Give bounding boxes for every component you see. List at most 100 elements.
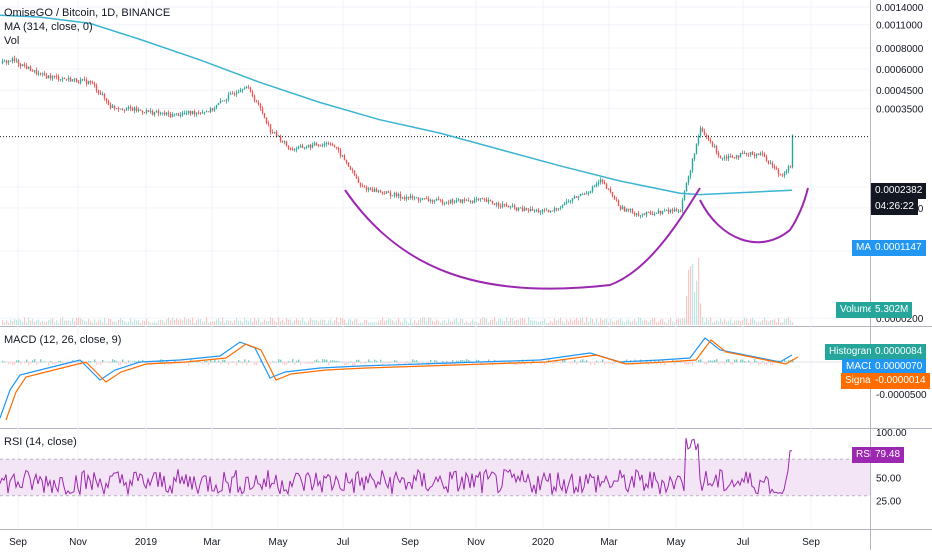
volume-bar: [90, 321, 92, 325]
volume-bar: [756, 322, 758, 325]
volume-bar: [228, 320, 230, 325]
volume-bar: [194, 322, 196, 325]
macd-histogram-bar: [292, 359, 294, 363]
macd-histogram-bar: [304, 362, 306, 363]
candle-body: [629, 209, 632, 211]
candle-body: [555, 208, 558, 210]
candle-body: [763, 153, 766, 157]
ma-value-badge: 0.0001147: [871, 240, 926, 256]
symbol-legend[interactable]: OmiseGO / Bitcoin, 1D, BINANCE: [4, 7, 171, 19]
volume-bar: [694, 292, 696, 325]
candle-body: [741, 153, 744, 154]
candle-body: [155, 111, 158, 113]
macd-legend[interactable]: MACD (12, 26, close, 9): [4, 334, 122, 346]
macd-histogram-bar: [358, 359, 360, 363]
volume-bar: [202, 321, 204, 325]
volume-bar: [458, 322, 460, 325]
macd-histogram-bar: [128, 360, 130, 363]
macd-histogram-bar: [62, 362, 64, 366]
candle-body: [737, 155, 740, 158]
macd-histogram-bar: [436, 360, 438, 363]
candle-body: [331, 144, 334, 146]
macd-histogram-bar: [360, 362, 362, 364]
candle-body: [201, 112, 204, 114]
volume-bar: [408, 322, 410, 325]
volume-value-badge: 5.302M: [871, 302, 913, 318]
volume-bar: [502, 320, 504, 325]
candle-body: [217, 103, 220, 105]
macd-histogram-bar: [786, 361, 788, 363]
candle-body: [159, 113, 162, 114]
vol-legend[interactable]: Vol: [4, 35, 20, 47]
macd-histogram-bar: [748, 360, 750, 363]
candle-body: [149, 110, 152, 112]
volume-bar: [592, 319, 594, 325]
signal-line: [5, 339, 799, 421]
candle-body: [407, 196, 410, 199]
candle-body: [757, 153, 760, 155]
candle-body: [9, 60, 12, 62]
candle-body: [563, 203, 566, 206]
candle-body: [499, 206, 502, 207]
volume-bar: [474, 321, 476, 325]
macd-histogram-bar: [118, 362, 120, 366]
macd-line: [0, 337, 793, 419]
macd-histogram-bar: [74, 362, 76, 364]
macd-histogram-bar: [258, 362, 260, 363]
candle-body: [101, 93, 104, 95]
macd-histogram-bar: [184, 362, 186, 364]
candle-body: [647, 211, 650, 213]
macd-histogram-bar: [660, 362, 662, 365]
candle-body: [247, 86, 250, 88]
volume-bar: [186, 319, 188, 325]
macd-histogram-bar: [198, 361, 200, 363]
macd-histogram-bar: [234, 362, 236, 364]
candle-body: [209, 108, 212, 113]
macd-histogram-bar: [686, 362, 688, 365]
candle-body: [63, 78, 66, 80]
rsi-legend[interactable]: RSI (14, close): [4, 436, 77, 448]
candle-body: [195, 112, 198, 115]
volume-bar: [224, 322, 226, 325]
candle-body: [767, 160, 770, 164]
macd-histogram-bar: [698, 359, 700, 363]
macd-histogram-bar: [390, 361, 392, 363]
volume-bar: [440, 322, 442, 325]
candle-body: [609, 188, 612, 192]
candle-body: [147, 110, 150, 112]
macd-histogram-bar: [120, 362, 122, 365]
candle-body: [181, 113, 184, 115]
macd-histogram-bar: [450, 362, 452, 366]
candle-body: [199, 112, 202, 114]
macd-histogram-bar: [438, 362, 440, 364]
ma-legend[interactable]: MA (314, close, 0): [4, 21, 93, 33]
candle-body: [455, 199, 458, 202]
candle-body: [321, 144, 324, 146]
candle-body: [679, 211, 682, 213]
macd-histogram-bar: [742, 359, 744, 363]
volume-bar: [704, 322, 706, 325]
volume-bar: [638, 317, 640, 325]
candle-body: [699, 128, 702, 136]
candle-body: [191, 111, 194, 114]
macd-histogram-bar: [788, 360, 790, 363]
volume-bar: [634, 319, 636, 325]
volume-bar: [52, 318, 54, 325]
candle-body: [517, 208, 520, 211]
volume-bar: [164, 322, 166, 325]
macd-histogram-bar: [762, 361, 764, 363]
candle-body: [585, 192, 588, 195]
volume-bar: [574, 319, 576, 325]
candle-body: [639, 215, 642, 217]
macd-histogram-bar: [122, 359, 124, 363]
candle-body: [47, 75, 50, 79]
volume-bar: [322, 319, 324, 325]
volume-bar: [534, 320, 536, 325]
volume-bar: [46, 321, 48, 325]
candle-body: [367, 188, 370, 190]
candle-body: [599, 179, 602, 183]
volume-bar: [418, 320, 420, 325]
candle-body: [285, 141, 288, 146]
